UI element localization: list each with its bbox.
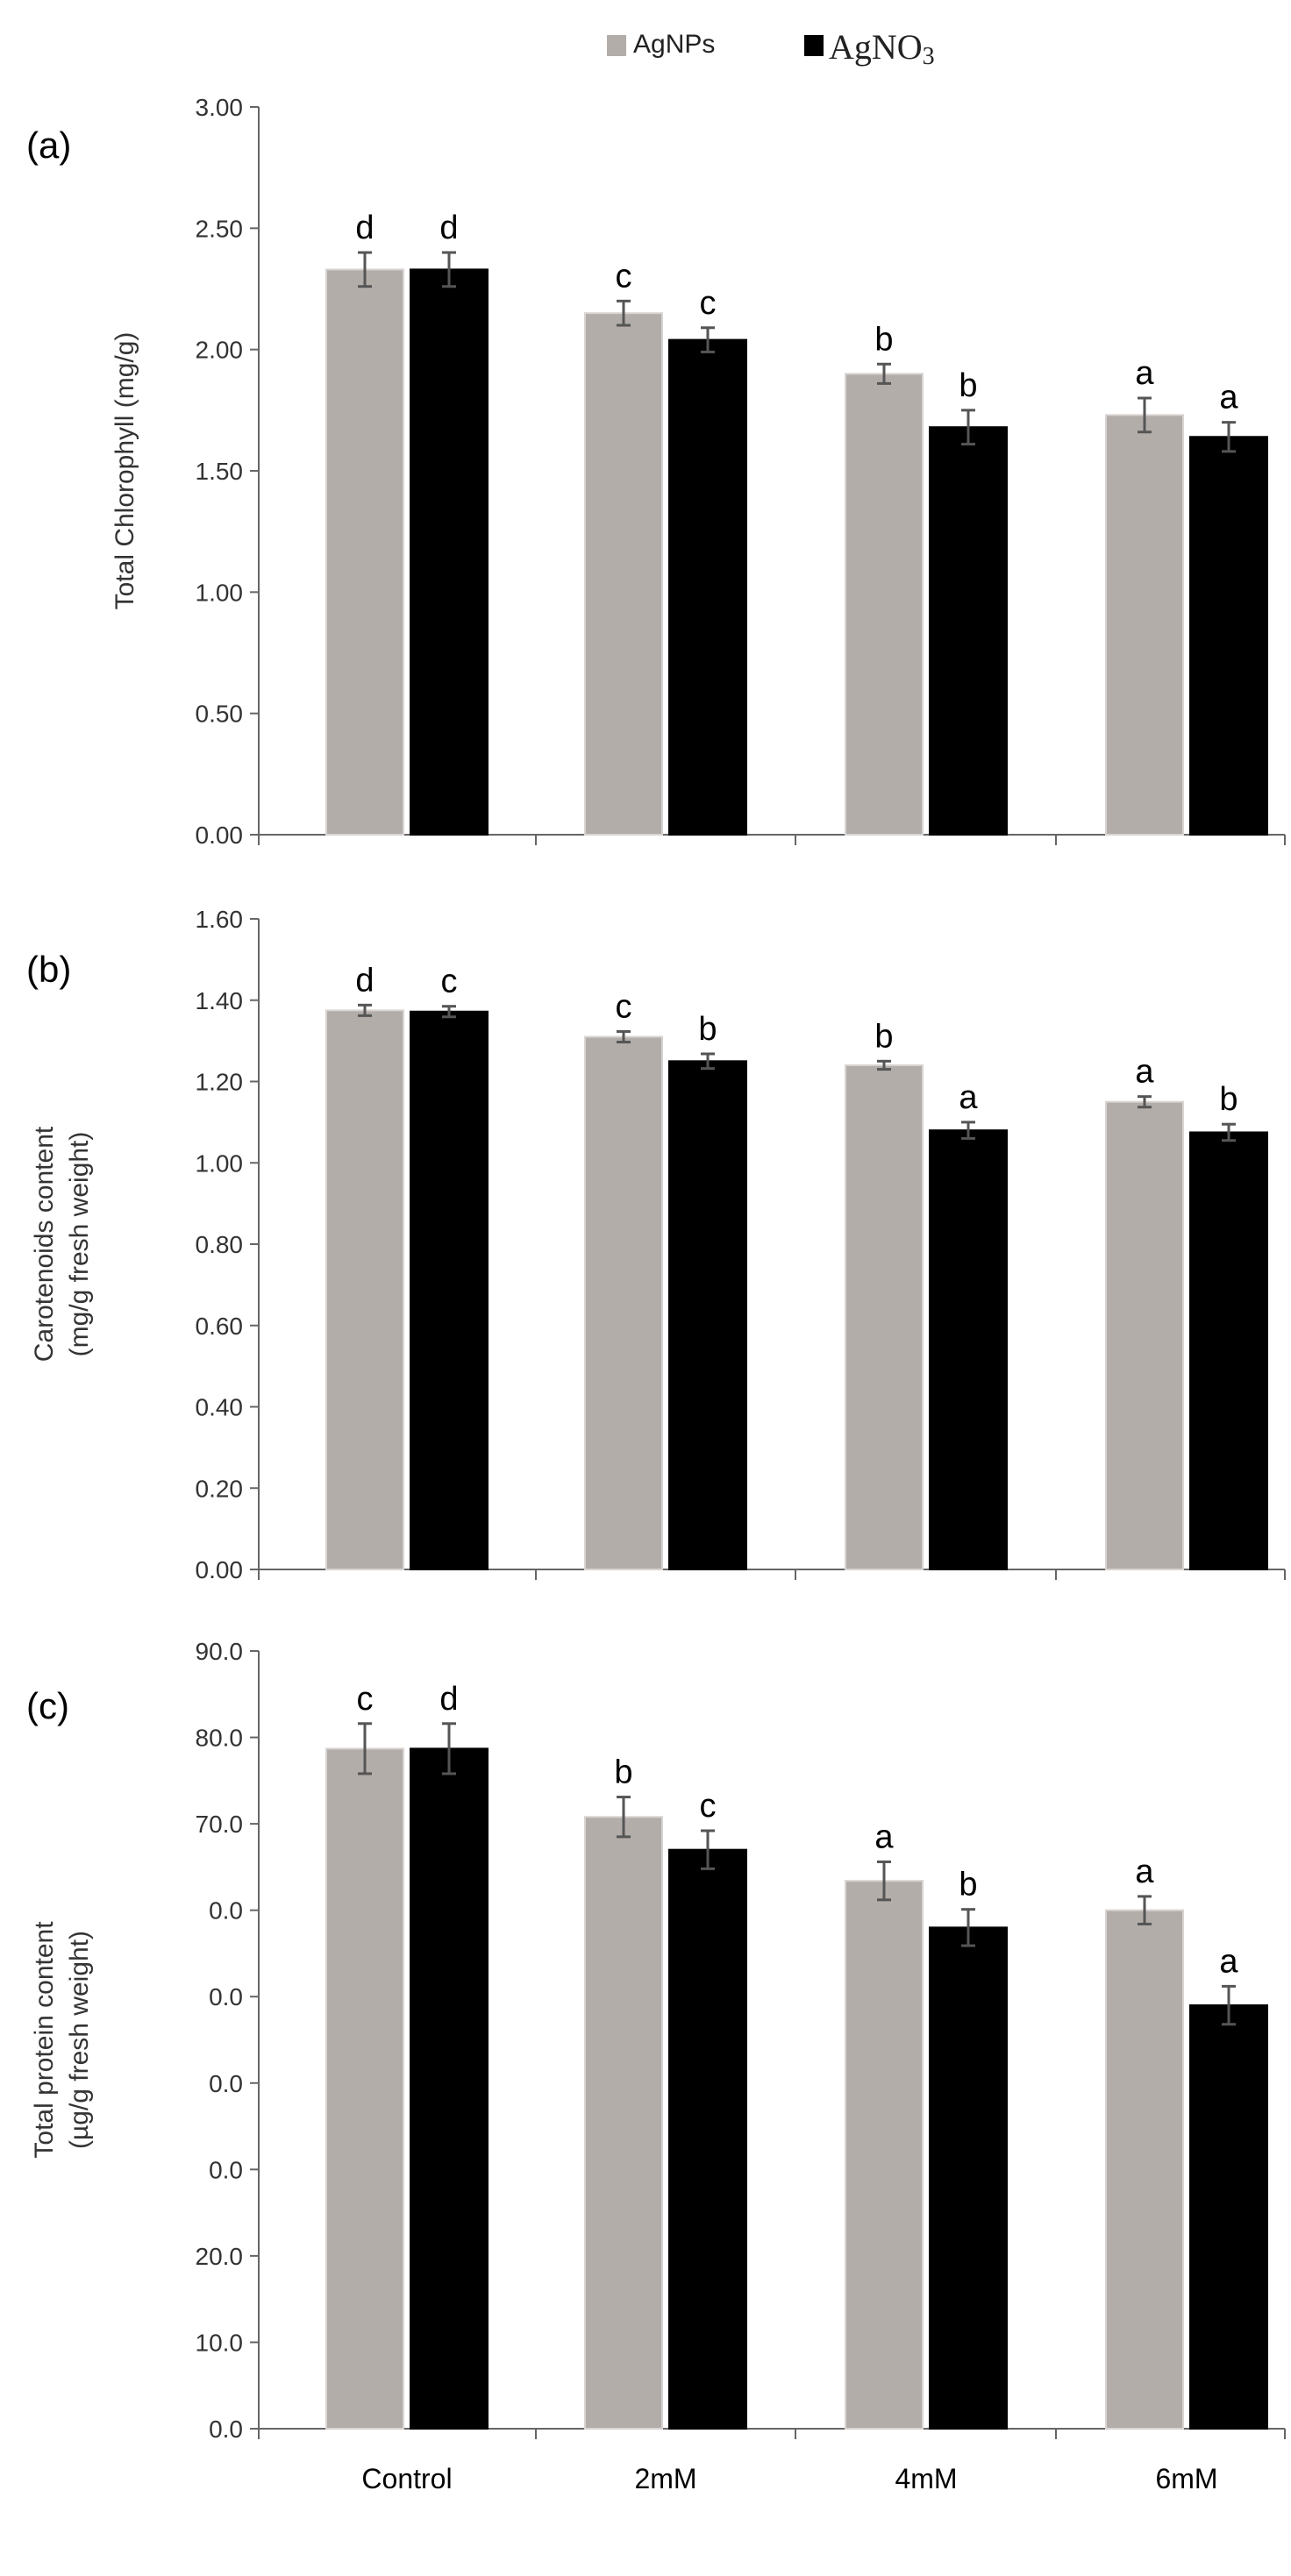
legend-swatch-agnps bbox=[607, 35, 626, 56]
bar-agno3-4mm bbox=[929, 426, 1008, 836]
significance-letter: b bbox=[614, 1754, 632, 1791]
bar-agno3-2mm bbox=[668, 1848, 747, 2430]
y-tick-label: 0.80 bbox=[196, 1231, 244, 1258]
significance-letter: b bbox=[874, 1018, 893, 1055]
chart-panel-b: (b) 0.00 0.20 0.40 0.60 0.80 1.00 1.20 1.40 1.60 C… bbox=[26, 906, 1286, 1583]
y-tick-label: 1.40 bbox=[196, 987, 244, 1014]
significance-letter: a bbox=[1219, 380, 1238, 416]
panel-label: (b) bbox=[26, 949, 71, 990]
chart-panel-c: (c) 0.0 10.0 20.0 0.0 0.0 0.0 0.0 70.0 80.0 90.0 To… bbox=[26, 1638, 1286, 2443]
bar-agnps-control bbox=[325, 1009, 404, 1570]
significance-letter: c bbox=[441, 964, 458, 1000]
x-category-label: 6mM bbox=[1155, 2463, 1217, 2494]
significance-letter: b bbox=[1219, 1081, 1238, 1118]
legend-label-agnps: AgNPs bbox=[633, 30, 716, 59]
y-axis-title: (mg/g fresh weight) bbox=[65, 1132, 94, 1357]
significance-letter: a bbox=[1135, 355, 1154, 392]
significance-letter: c bbox=[616, 258, 632, 295]
bar-agno3-control bbox=[410, 1010, 489, 1570]
significance-letter: d bbox=[355, 962, 374, 999]
bar-agno3-6mm bbox=[1189, 1131, 1268, 1570]
x-category-label: 2mM bbox=[634, 2463, 696, 2494]
y-axis-title: Total protein content bbox=[30, 1921, 59, 2159]
significance-letter: a bbox=[1135, 1054, 1154, 1091]
significance-letter: c bbox=[700, 285, 717, 322]
y-axis-title: (µg/g fresh weight) bbox=[65, 1931, 94, 2149]
bar-agnps-2mm bbox=[584, 1816, 663, 2430]
bar-agnps-4mm bbox=[845, 1064, 924, 1570]
bar-agnps-6mm bbox=[1105, 1909, 1184, 2430]
legend: AgNPs AgNO3 bbox=[0, 0, 1291, 96]
significance-letter: c bbox=[700, 1788, 717, 1825]
y-tick-label: 1.00 bbox=[196, 579, 244, 606]
bar-agno3-6mm bbox=[1189, 2004, 1268, 2430]
y-axis-title: Total Chlorophyll (mg/g) bbox=[111, 332, 139, 610]
significance-letter: a bbox=[1135, 1854, 1154, 1890]
significance-letter: a bbox=[874, 1818, 894, 1855]
y-tick-label: 80.0 bbox=[196, 1725, 244, 1752]
bar-agnps-6mm bbox=[1105, 1100, 1184, 1570]
bar-agno3-6mm bbox=[1189, 436, 1268, 836]
y-tick-label: 0.0 bbox=[209, 2416, 243, 2443]
legend-swatch-agno3 bbox=[804, 35, 824, 56]
significance-letter: c bbox=[616, 988, 632, 1025]
bar-agnps-control bbox=[325, 1747, 404, 2430]
y-axis-title: Carotenoids content bbox=[30, 1126, 59, 1362]
y-tick-label: 0.40 bbox=[196, 1394, 244, 1421]
y-tick-label: 1.60 bbox=[196, 906, 244, 933]
y-tick-label: 0.00 bbox=[196, 822, 244, 849]
y-tick-label: 0.0 bbox=[209, 1983, 243, 2010]
bar-agnps-6mm bbox=[1105, 414, 1184, 836]
y-tick-label: 1.50 bbox=[196, 458, 244, 485]
y-tick-label: 90.0 bbox=[196, 1638, 244, 1665]
bar-agno3-4mm bbox=[929, 1926, 1008, 2430]
panel-label: (c) bbox=[26, 1685, 69, 1726]
y-tick-label: 0.00 bbox=[196, 1556, 244, 1583]
x-category-label: Control bbox=[361, 2463, 452, 2494]
bar-agno3-control bbox=[410, 268, 489, 836]
bar-agno3-control bbox=[410, 1747, 489, 2430]
y-tick-label: 1.00 bbox=[196, 1149, 244, 1177]
significance-letter: b bbox=[698, 1011, 717, 1048]
bar-agno3-2mm bbox=[668, 1060, 747, 1570]
y-tick-label: 0.20 bbox=[196, 1475, 244, 1502]
significance-letter: b bbox=[959, 367, 977, 404]
y-tick-label: 0.0 bbox=[209, 2070, 243, 2097]
y-tick-label: 3.00 bbox=[196, 94, 244, 121]
significance-letter: a bbox=[959, 1079, 978, 1116]
x-axis-category-labels: Control 2mM 4mM 6mM bbox=[361, 2463, 1217, 2494]
significance-letter: d bbox=[439, 210, 458, 246]
y-tick-label: 20.0 bbox=[196, 2243, 244, 2270]
chart-panel-a: (a) 0.00 0.50 1.00 1.50 2.00 2.50 3.00 Total Chl… bbox=[26, 94, 1286, 849]
bar-agno3-2mm bbox=[668, 338, 747, 836]
bar-agnps-4mm bbox=[845, 373, 924, 836]
significance-letter: c bbox=[357, 1681, 374, 1718]
significance-letter: a bbox=[1219, 1943, 1238, 1980]
y-tick-label: 0.0 bbox=[209, 1897, 243, 1925]
y-tick-label: 2.00 bbox=[196, 337, 244, 364]
bar-agnps-4mm bbox=[845, 1880, 924, 2430]
bar-agnps-2mm bbox=[584, 312, 663, 836]
y-tick-label: 2.50 bbox=[196, 215, 244, 242]
y-tick-label: 10.0 bbox=[196, 2329, 244, 2356]
y-tick-label: 70.0 bbox=[196, 1811, 244, 1838]
y-tick-label: 0.50 bbox=[196, 701, 244, 728]
significance-letter: d bbox=[355, 210, 374, 246]
bar-agnps-control bbox=[325, 268, 404, 836]
x-category-label: 4mM bbox=[895, 2463, 957, 2494]
significance-letter: b bbox=[874, 321, 893, 358]
y-tick-label: 1.20 bbox=[196, 1069, 244, 1096]
y-tick-label: 0.60 bbox=[196, 1313, 244, 1340]
bar-agnps-2mm bbox=[584, 1035, 663, 1571]
significance-letter: d bbox=[439, 1681, 458, 1718]
panel-label: (a) bbox=[26, 125, 71, 166]
significance-letter: b bbox=[959, 1867, 977, 1904]
y-tick-label: 0.0 bbox=[209, 2156, 243, 2183]
bar-agno3-4mm bbox=[929, 1129, 1008, 1571]
legend-label-agno3: AgNO3 bbox=[829, 27, 935, 70]
